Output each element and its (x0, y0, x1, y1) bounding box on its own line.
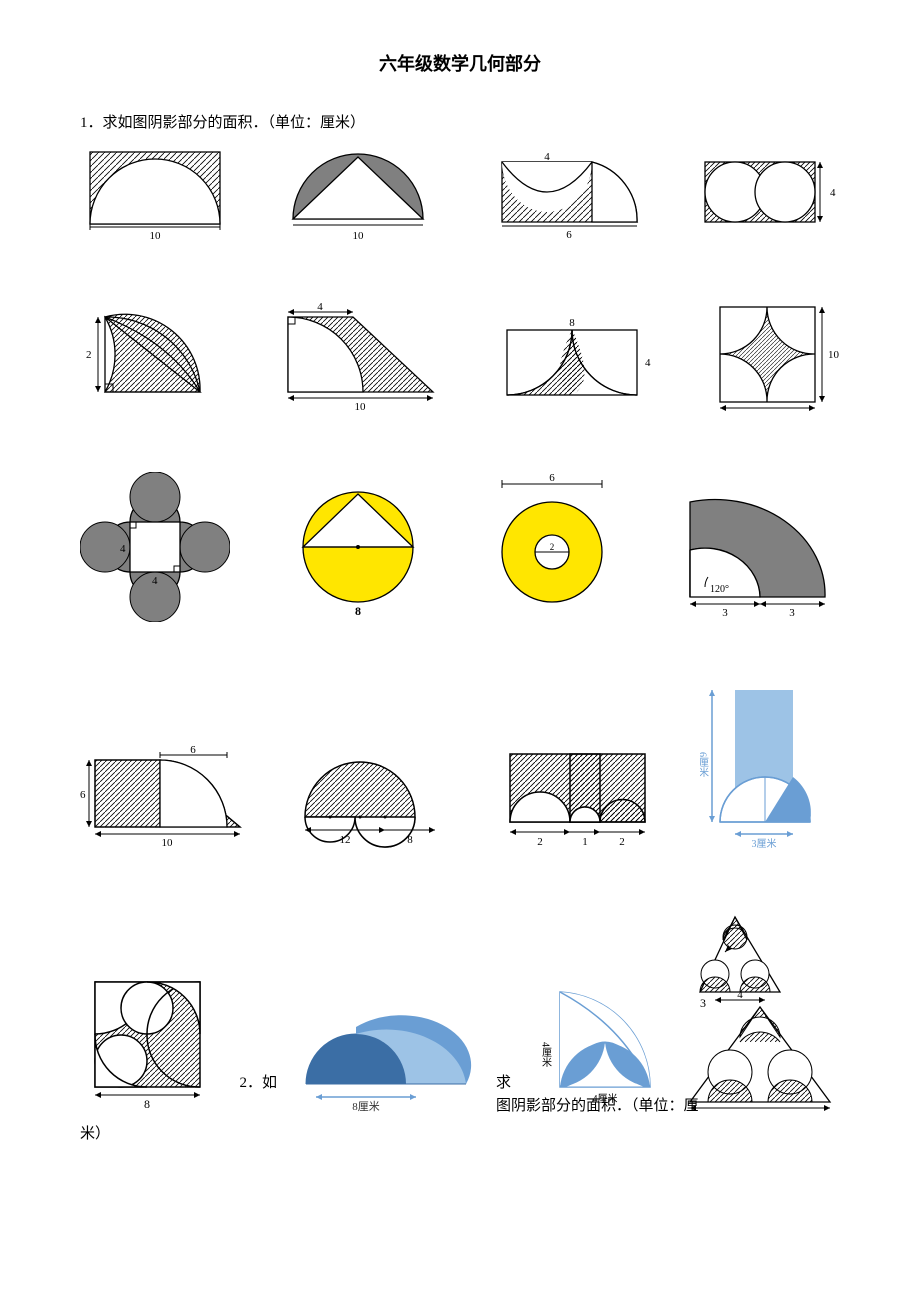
figure-row-3: 4 4 8 6 2 (80, 472, 840, 622)
label-3cm: 3厘米 (752, 837, 777, 850)
figure-row-2: 2 4 10 8 (80, 302, 840, 412)
fig-5-2: 8厘米 (296, 1002, 476, 1112)
figure-row-1: 10 10 4 6 (80, 147, 840, 242)
label-8b: 8 (355, 604, 361, 618)
fig-1-2: 10 (283, 147, 433, 242)
q2-prefix: 2．如 (239, 1071, 277, 1092)
label-4a: 4 (544, 152, 550, 163)
fig-4-4: 6厘米 3厘米 (700, 682, 840, 852)
label-2c: 2 (537, 836, 543, 848)
label-6b: 6 (549, 472, 555, 484)
fig-5-4: 3 4 (680, 912, 840, 1112)
label-2b: 2 (549, 542, 554, 552)
label-4f: 4 (152, 575, 158, 587)
fig-1-1: 10 (80, 147, 230, 242)
label-3a: 3 (722, 607, 728, 619)
label-3c: 3 (700, 996, 706, 1010)
fig-2-3: 8 4 (497, 312, 657, 412)
fig-4-2: 12 8 (290, 732, 460, 852)
label-10: 10 (150, 230, 162, 242)
label-6a: 6 (566, 229, 572, 241)
label-6cm: 6厘米 (700, 752, 709, 778)
instruction-1: 1．求如图阴影部分的面积．（单位：厘米） (80, 111, 840, 132)
figure-row-4: 6 6 10 12 8 (80, 682, 840, 852)
fig-3-4: 120° 3 3 (680, 492, 840, 622)
fig-2-2: 4 10 (273, 302, 443, 412)
label-6d: 6 (80, 789, 86, 801)
fig-3-1: 4 4 (80, 472, 230, 622)
label-2a: 2 (86, 349, 92, 361)
label-4cm-v: 4厘米 (540, 1042, 552, 1068)
label-4e: 4 (120, 543, 126, 555)
label-8c: 8 (407, 834, 413, 846)
label-120: 120° (710, 584, 729, 595)
label-6c: 6 (190, 744, 196, 756)
label-2d: 2 (619, 836, 625, 848)
label-8d: 8 (144, 1097, 150, 1111)
label-4d: 4 (645, 357, 651, 369)
label-10c: 10 (355, 401, 367, 412)
fig-5-3: 4厘米 4厘米 (530, 972, 660, 1112)
label-8a: 8 (569, 317, 575, 329)
label-1: 1 (582, 836, 588, 848)
fig-1-3: 4 6 (487, 152, 647, 242)
label-10e: 10 (162, 837, 174, 849)
fig-4-1: 6 6 10 (80, 742, 250, 852)
fig-2-1: 2 (80, 302, 220, 412)
fig-4-3: 2 1 2 (500, 742, 660, 852)
fig-2-4: 10 (710, 302, 840, 412)
label-4c: 4 (318, 302, 324, 313)
label-8cm: 8厘米 (353, 1100, 381, 1112)
q2-mid: 求 图阴影部分的面积．（单位：厘 (496, 1071, 511, 1092)
label-10b: 10 (353, 230, 365, 242)
fig-3-3: 6 2 (487, 472, 617, 622)
fig-5-1: 8 (80, 972, 220, 1112)
label-12: 12 (340, 834, 351, 846)
q2-tail: 米） (80, 1122, 840, 1143)
label-4b: 4 (830, 187, 836, 199)
figure-row-5: 8 2．如 8厘米 求 图阴影部分的面积．（单位：厘 (80, 912, 840, 1112)
fig-3-2: 8 (293, 482, 423, 622)
label-3b: 3 (789, 607, 795, 619)
page-title: 六年级数学几何部分 (80, 50, 840, 76)
label-10d: 10 (828, 349, 840, 361)
label-4g: 4 (737, 989, 743, 1001)
fig-1-4: 4 (700, 152, 840, 242)
